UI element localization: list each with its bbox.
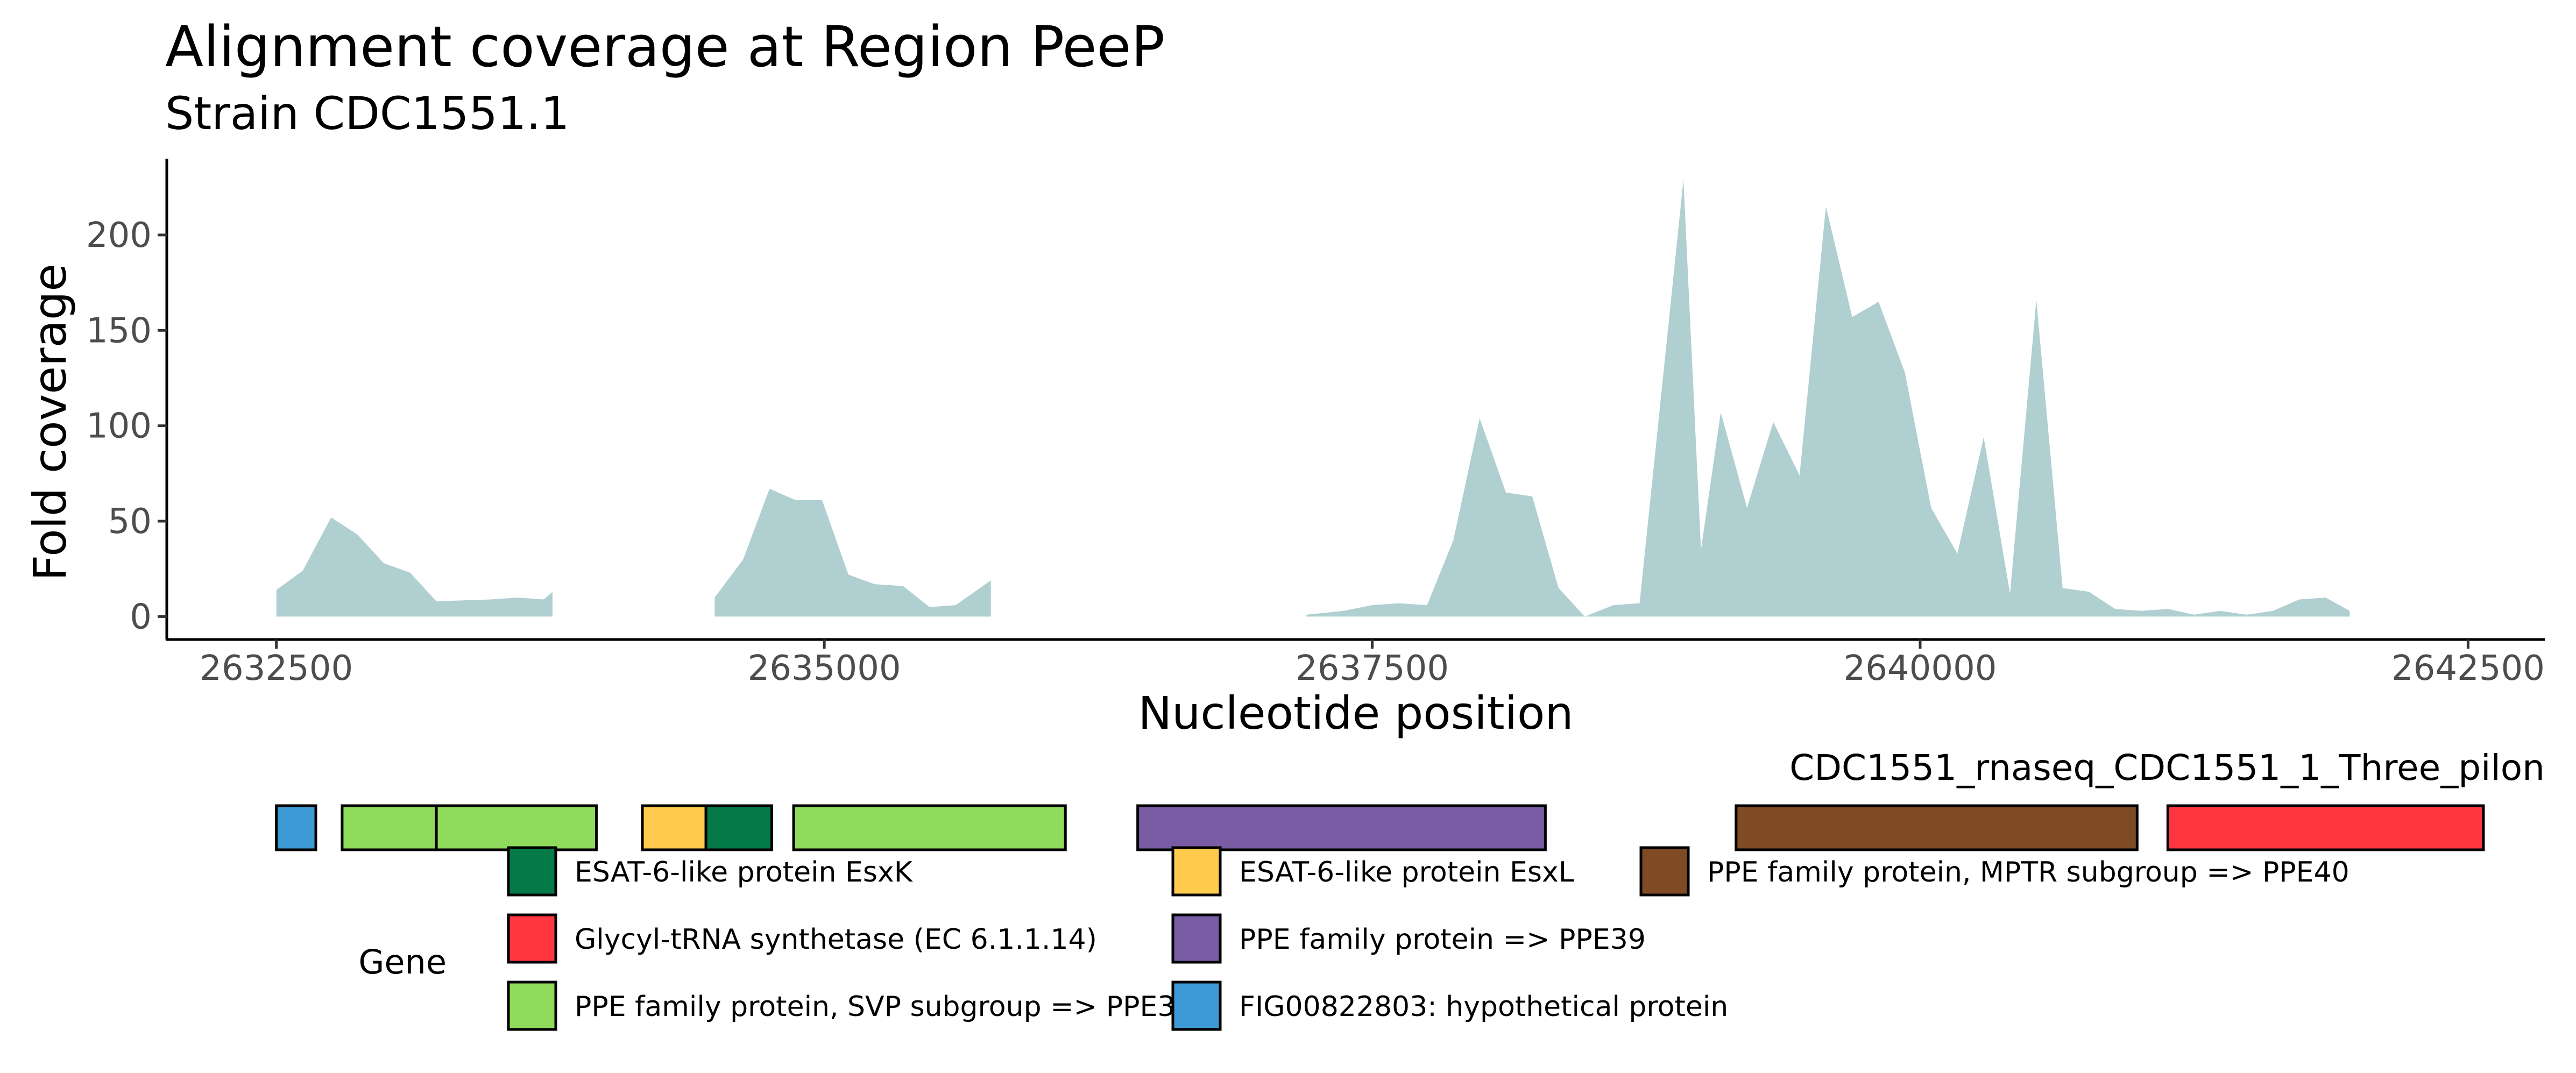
legend-swatch (1171, 846, 1222, 897)
x-ticks: 2632500 2635000 2637500 2640000 2642500 (200, 639, 2545, 688)
x-tick-label: 2632500 (200, 649, 353, 688)
gene-bar (641, 804, 707, 851)
gene-bar (1136, 804, 1547, 851)
legend-label: Glycyl-tRNA synthetase (EC 6.1.1.14) (575, 923, 1097, 956)
legend-label: ESAT-6-like protein EsxK (575, 856, 914, 889)
legend-label: PPE family protein => PPE39 (1239, 923, 1646, 956)
coverage-area-segment-2 (714, 488, 991, 617)
legend-label: PPE family protein, SVP subgroup => PPE3… (575, 991, 1193, 1023)
gene-bar (704, 804, 773, 851)
y-tick-label: 50 (108, 502, 152, 542)
legend-swatch (507, 980, 557, 1031)
gene-legend: ESAT-6-like protein EsxK Glycyl-tRNA synt… (507, 846, 2349, 1031)
gene-bar (2166, 804, 2485, 851)
x-tick-label: 2637500 (1296, 649, 1449, 688)
gene-bar (792, 804, 1067, 851)
legend-label: ESAT-6-like protein EsxL (1239, 856, 1574, 889)
legend-swatch (1639, 846, 1690, 897)
legend-swatch (507, 846, 557, 897)
y-tick-label: 200 (86, 216, 152, 255)
y-ticks: 0 50 100 150 200 (86, 216, 167, 637)
gene-bar (1735, 804, 2139, 851)
gene-bar (275, 804, 317, 851)
legend-label: PPE family protein, MPTR subgroup => PPE… (1707, 856, 2349, 889)
legend-title: Gene (358, 942, 447, 982)
y-tick-label: 150 (86, 311, 152, 351)
x-tick-label: 2640000 (1843, 649, 1997, 688)
chart-subtitle: Strain CDC1551.1 (165, 87, 569, 140)
coverage-area-segment-1 (276, 517, 553, 617)
coverage-area-layer (276, 180, 2350, 617)
gene-track (275, 804, 2485, 851)
coverage-area-segment-3 (1306, 180, 2350, 617)
legend-swatch (1171, 980, 1222, 1031)
legend-label: FIG00822803: hypothetical protein (1239, 991, 1728, 1023)
gene-bar (341, 804, 438, 851)
chart-title: Alignment coverage at Region PeeP (165, 14, 1165, 80)
legend-swatch (507, 913, 557, 964)
x-tick-label: 2642500 (2391, 649, 2545, 688)
y-tick-label: 0 (130, 597, 152, 637)
x-tick-label: 2635000 (748, 649, 901, 688)
y-axis-title: Fold coverage (24, 264, 76, 581)
y-tick-label: 100 (86, 407, 152, 446)
legend-swatch (1171, 913, 1222, 964)
gene-track-label: CDC1551_rnaseq_CDC1551_1_Three_pilon (1789, 747, 2545, 788)
x-axis-title: Nucleotide position (1138, 687, 1573, 740)
gene-bar (435, 804, 598, 851)
